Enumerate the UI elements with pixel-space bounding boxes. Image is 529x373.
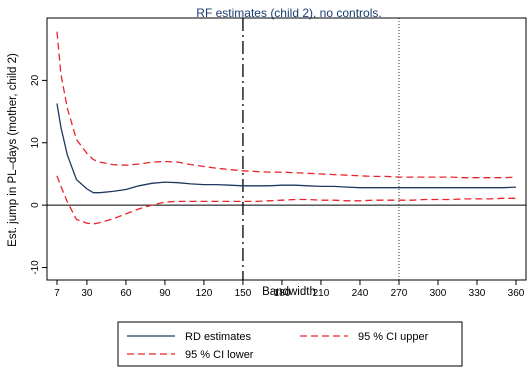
y-tick-label: 10 — [30, 137, 41, 149]
legend: RD estimates 95 % CI upper 95 % CI lower — [117, 321, 463, 367]
x-tick-label: 180 — [274, 288, 291, 299]
x-tick-label: 210 — [313, 288, 330, 299]
y-tick-label: 20 — [30, 74, 41, 86]
x-tick-label: 300 — [430, 288, 447, 299]
plot-frame — [46, 17, 527, 281]
legend-label-2: 95 % CI upper — [358, 331, 429, 343]
x-tick-label: 60 — [120, 288, 132, 299]
series-line-1 — [56, 103, 517, 194]
x-tick-label: 330 — [469, 288, 486, 299]
x-tick-label: 270 — [391, 288, 408, 299]
legend-label-3: 95 % CI lower — [185, 349, 254, 361]
x-tick-label: 240 — [352, 288, 369, 299]
plot-area: 7 30 60 90 120 150 180 210 240 270 300 330 360 -10 0 10… — [30, 17, 527, 299]
legend-box — [117, 321, 463, 367]
chart-title: RF estimates (child 2), no controls. — [196, 6, 381, 20]
x-tick-label: 120 — [196, 288, 213, 299]
x-tick-label: 360 — [508, 288, 525, 299]
y-tick-label: -10 — [30, 260, 41, 275]
series-line-2 — [56, 31, 517, 179]
series-line-3 — [56, 175, 516, 225]
y-axis-label: Est. jump in PL–days (mother, child 2) — [7, 53, 19, 247]
x-tick-label: 90 — [159, 288, 171, 299]
x-axis-label: Bandwidth — [262, 286, 316, 298]
legend-label-1: RD estimates — [185, 331, 252, 343]
y-tick-label: 0 — [30, 202, 41, 208]
x-tick-label: 7 — [54, 288, 60, 299]
x-tick-label: 30 — [81, 288, 93, 299]
x-tick-label: 150 — [235, 288, 252, 299]
